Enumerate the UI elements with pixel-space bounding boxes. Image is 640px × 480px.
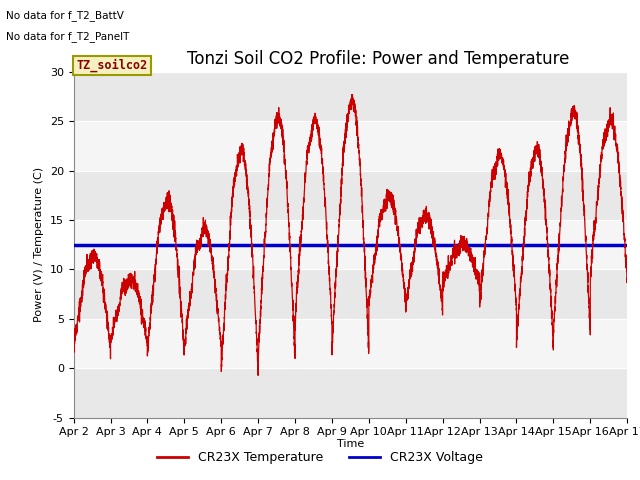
Bar	[74, 319, 627, 368]
Bar	[74, 171, 627, 220]
Bar	[74, 269, 627, 319]
Bar	[74, 220, 627, 269]
Text: TZ_soilco2: TZ_soilco2	[76, 59, 148, 72]
Bar	[74, 121, 627, 171]
Bar	[74, 368, 627, 418]
Title: Tonzi Soil CO2 Profile: Power and Temperature: Tonzi Soil CO2 Profile: Power and Temper…	[187, 49, 569, 68]
X-axis label: Time: Time	[337, 439, 364, 449]
Y-axis label: Power (V) / Temperature (C): Power (V) / Temperature (C)	[34, 167, 44, 323]
Text: No data for f_T2_BattV: No data for f_T2_BattV	[6, 10, 124, 21]
Text: No data for f_T2_PanelT: No data for f_T2_PanelT	[6, 31, 130, 42]
Legend: CR23X Temperature, CR23X Voltage: CR23X Temperature, CR23X Voltage	[152, 446, 488, 469]
Bar	[74, 72, 627, 121]
